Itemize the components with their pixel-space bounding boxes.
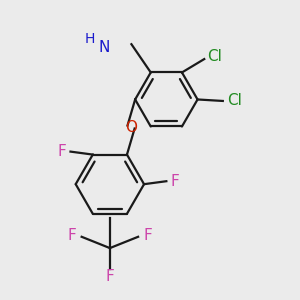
- Text: F: F: [170, 174, 179, 189]
- Text: F: F: [106, 269, 114, 284]
- Text: F: F: [68, 227, 76, 242]
- Text: H: H: [85, 32, 95, 46]
- Text: O: O: [125, 119, 137, 134]
- Text: Cl: Cl: [207, 49, 222, 64]
- Text: N: N: [98, 40, 110, 55]
- Text: F: F: [143, 227, 152, 242]
- Text: F: F: [58, 144, 67, 159]
- Text: Cl: Cl: [227, 94, 242, 109]
